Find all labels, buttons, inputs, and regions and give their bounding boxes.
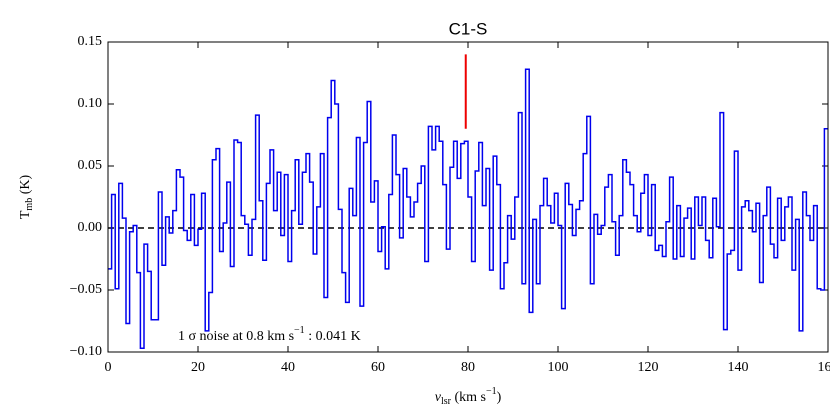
y-label-part: T: [18, 210, 33, 219]
y-tick-label: −0.10: [70, 344, 102, 359]
spectrum-line: [108, 68, 828, 350]
x-tick-label: 60: [371, 360, 385, 375]
y-tick-label: 0.15: [78, 34, 103, 49]
y-label-part: (K): [18, 175, 33, 198]
annotation-part: 1 σ noise at 0.8 km s: [178, 329, 294, 344]
annotation-part: −1: [294, 325, 305, 336]
x-tick-label: 40: [281, 360, 295, 375]
y-axis-label: Tmb (K): [18, 175, 35, 220]
x-tick-label: 140: [728, 360, 749, 375]
x-tick-label: 20: [191, 360, 205, 375]
y-label-part: mb: [24, 198, 35, 211]
x-label-part: ): [497, 390, 502, 405]
y-tick-label: 0.00: [78, 220, 103, 235]
x-tick-label: 100: [548, 360, 569, 375]
chart-title: C1-S: [449, 19, 488, 38]
y-tick-label: 0.10: [78, 96, 103, 111]
x-tick-label: 80: [461, 360, 475, 375]
annotation: 1 σ noise at 0.8 km s−1 : 0.041 K: [178, 325, 361, 344]
x-label-part: v: [435, 390, 442, 405]
x-label-part: −1: [486, 386, 497, 397]
annotation-part: : 0.041 K: [305, 329, 361, 344]
x-tick-label: 0: [105, 360, 112, 375]
plot-frame: [107, 41, 829, 353]
y-tick-label: −0.05: [70, 282, 102, 297]
x-label-part: (km s: [451, 390, 486, 405]
x-label-part: lsr: [441, 396, 452, 407]
x-tick-label: 160: [818, 360, 830, 375]
x-tick-label: 120: [638, 360, 659, 375]
y-tick-label: 0.05: [78, 158, 103, 173]
x-axis-label: vlsr (km s−1): [435, 386, 502, 407]
